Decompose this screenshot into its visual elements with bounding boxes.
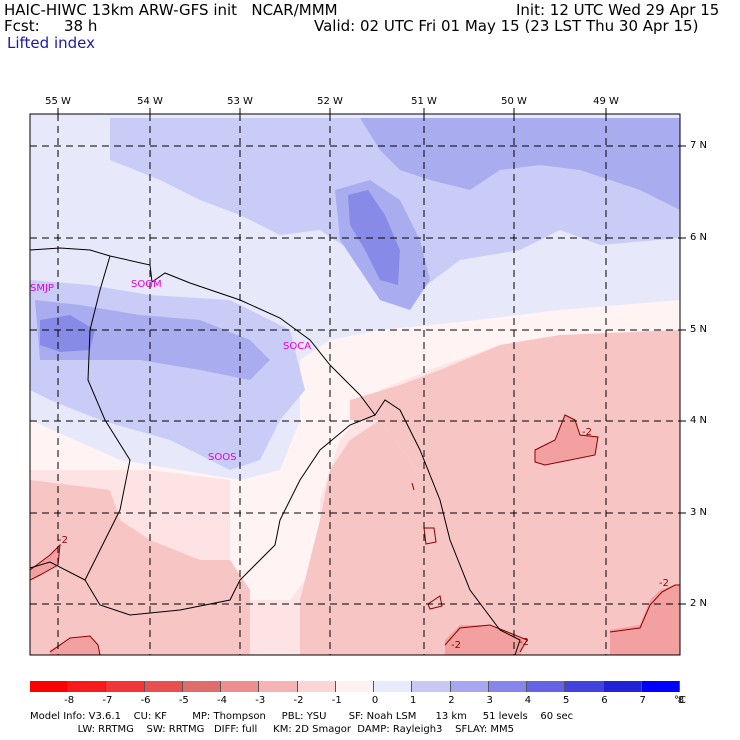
field-name: Lifted index <box>7 34 95 52</box>
colorbar-label: 0 <box>371 695 379 706</box>
model-title: HAIC-HIWC 13km ARW-GFS init NCAR/MMM <box>4 1 338 19</box>
contour-label-5: -2 <box>519 637 529 648</box>
colorbar-label: -5 <box>178 695 189 706</box>
colorbar-label: -3 <box>255 695 266 706</box>
positive-field-3c <box>35 300 270 380</box>
positive-field-4b <box>40 315 95 352</box>
colorbar-label: -8 <box>64 695 75 706</box>
station-soos: SOOS <box>208 452 237 463</box>
contour-minus2-5 <box>49 635 101 656</box>
minus2-area-2 <box>610 585 680 655</box>
contour-small-1 <box>423 527 437 545</box>
colorbar-label: 8 <box>677 695 685 706</box>
colorbar-cell <box>30 681 69 692</box>
colorbar-cell <box>335 681 375 692</box>
colorbar-label: -2 <box>293 695 304 706</box>
lat-lon-grid <box>30 114 680 655</box>
colorbar-cell <box>221 681 260 692</box>
colorbar-cell <box>182 681 222 692</box>
model-info-line1: Model Info: V3.6.1 CU: KF MP: Thompson P… <box>30 711 574 722</box>
negative-field-mid <box>300 420 520 655</box>
lon-label-52w: 52 W <box>317 96 343 107</box>
lat-label-2n: 2 N <box>690 598 708 609</box>
colorbar-cell <box>488 681 528 692</box>
colorbar-label: 3 <box>486 695 493 706</box>
colorbar-cell <box>374 681 413 692</box>
init-time: Init: 12 UTC Wed 29 Apr 15 <box>516 1 720 19</box>
colorbar-label: 1 <box>410 695 417 706</box>
contour-label-4: -2 <box>451 640 461 651</box>
minus2-area-1 <box>535 415 598 465</box>
station-soca: SOCA <box>283 341 312 352</box>
lon-label-53w: 53 W <box>227 96 253 107</box>
lon-label-55w: 55 W <box>45 96 71 107</box>
colorbar-label: 6 <box>601 695 608 706</box>
colorbar-cell <box>450 681 489 692</box>
contour-small-2 <box>427 595 443 610</box>
colorbar-cell <box>106 681 145 692</box>
minus2-area-5 <box>50 636 100 655</box>
model-info-line2: LW: RRTMG SW: RRTMG DIFF: full KM: 2D Sm… <box>30 724 515 735</box>
minus2-area-4 <box>30 545 60 578</box>
contour-label-2: -2 <box>58 535 68 546</box>
contour-label-1: -2 <box>582 427 592 438</box>
contour-label-3: -2 <box>659 578 669 589</box>
negative-field-east <box>350 330 680 655</box>
coastline <box>29 247 521 656</box>
colorbar-cell <box>68 681 107 692</box>
lon-label-51w: 51 W <box>411 96 437 107</box>
negative-field-south <box>30 480 250 655</box>
valid-time: Valid: 02 UTC Fri 01 May 15 (23 LST Thu … <box>314 17 699 35</box>
lat-label-7n: 7 N <box>690 140 708 151</box>
contour-minus2-3 <box>444 624 528 653</box>
lat-label-3n: 3 N <box>690 507 708 518</box>
contour-small-3 <box>411 482 415 491</box>
positive-field-4 <box>348 190 400 285</box>
axis-ticks <box>57 108 686 605</box>
colorbar-cell <box>412 681 451 692</box>
coastlines <box>29 247 521 656</box>
contour-minus2-4 <box>29 543 61 581</box>
border-southwest <box>29 561 86 581</box>
colorbar-cell <box>527 681 566 692</box>
border-west <box>84 255 376 616</box>
colorbar-label: -6 <box>140 695 151 706</box>
colorbar-label: 2 <box>448 695 455 706</box>
colorbar-label: 7 <box>639 695 646 706</box>
colorbar-cell <box>144 681 183 692</box>
colorbar-label: 5 <box>562 695 570 706</box>
contour-lines <box>29 414 680 656</box>
lat-label-6n: 6 N <box>690 232 708 243</box>
lon-label-50w: 50 W <box>501 96 527 107</box>
colorbar-cell <box>565 681 604 692</box>
station-smjp: SMJP <box>30 283 54 294</box>
colorbar-cell <box>641 681 680 692</box>
map-frame <box>29 113 681 656</box>
lat-label-4n: 4 N <box>690 415 708 426</box>
lon-label-49w: 49 W <box>593 96 619 107</box>
forecast-label: Fcst: <box>4 17 40 35</box>
map-fields <box>30 114 680 655</box>
lon-label-54w: 54 W <box>137 96 163 107</box>
colorbar-cell <box>603 681 642 692</box>
colorbar-label: 4 <box>524 695 532 706</box>
forecast-hours: 38 h <box>64 17 98 35</box>
lat-label-5n: 5 N <box>690 324 708 335</box>
colorbar-unit: °C <box>674 695 686 706</box>
colorbar-cell <box>259 681 298 692</box>
colorbar-cell <box>297 681 336 692</box>
positive-field-3 <box>360 118 680 210</box>
colorbar-label: -4 <box>217 695 228 706</box>
colorbar-label: -1 <box>331 695 342 706</box>
contour-minus2-1 <box>534 414 599 466</box>
colorbar-label: -7 <box>102 695 113 706</box>
contour-minus2-2 <box>609 584 680 633</box>
station-sogm: SOGM <box>131 279 162 290</box>
